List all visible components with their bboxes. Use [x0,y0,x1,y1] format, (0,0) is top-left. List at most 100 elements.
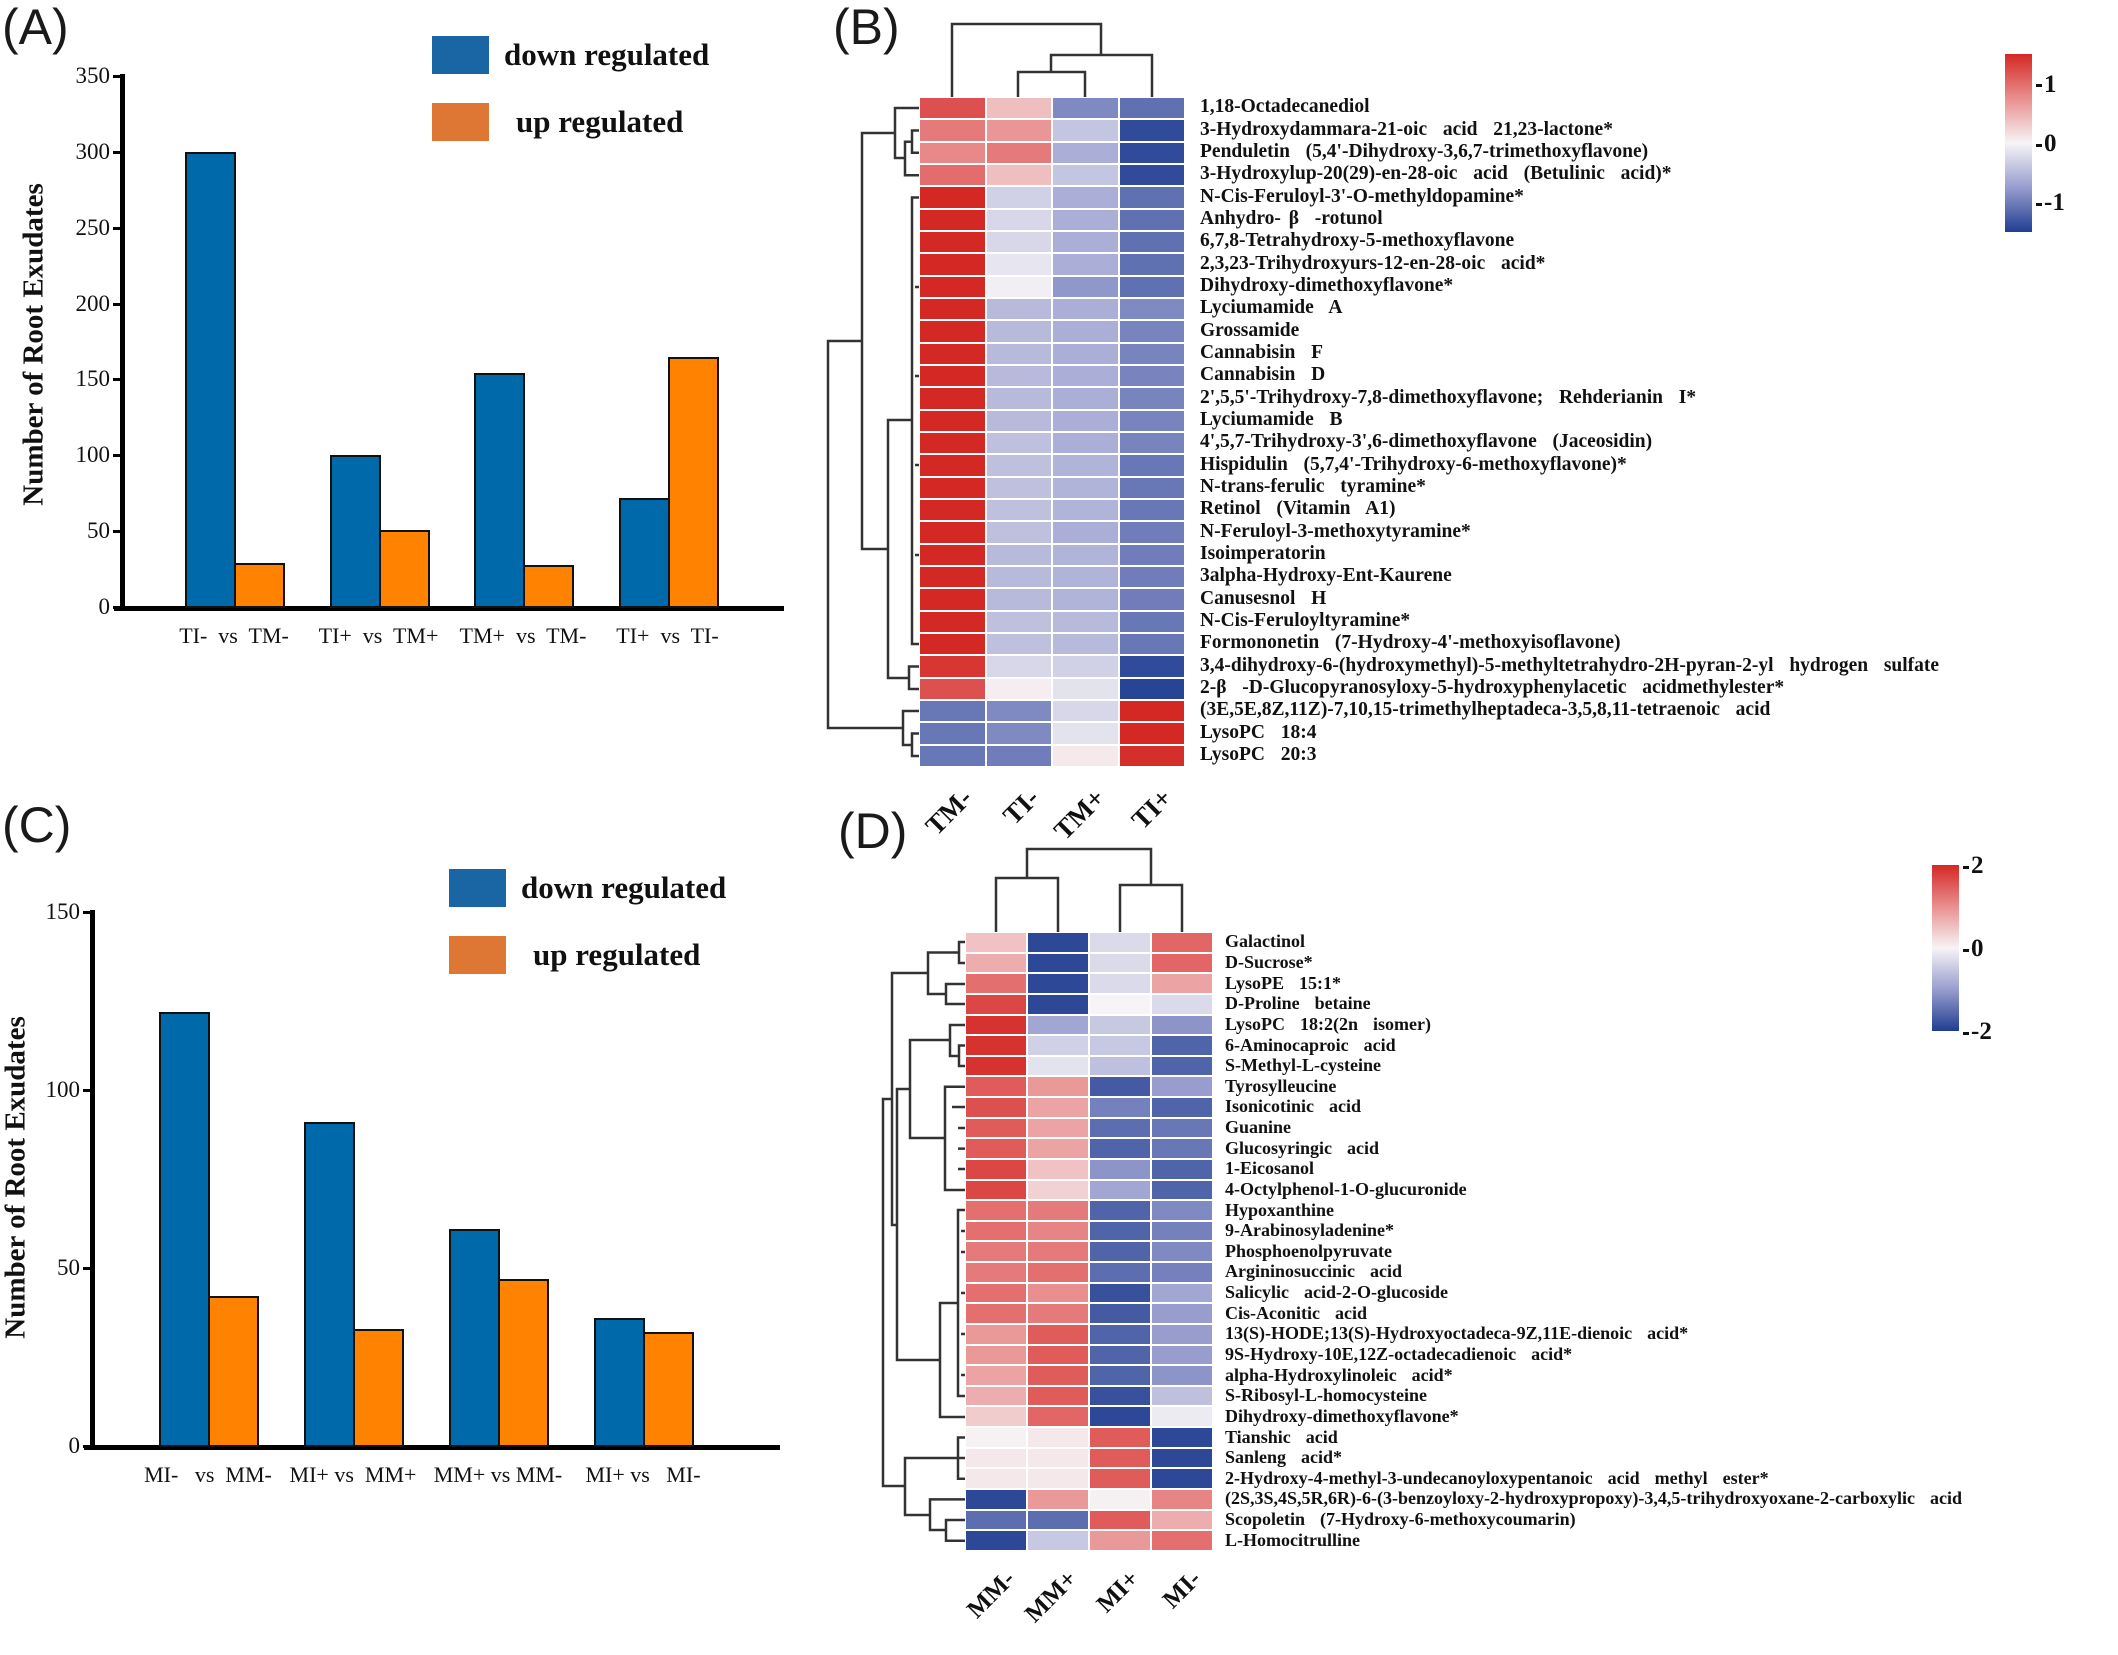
heatmap-cell [985,543,1052,566]
panel-label-d: (D) [838,803,908,859]
row-dendrogram-b [826,106,919,758]
y-tick-mark [113,75,122,78]
heatmap-cell [1027,1076,1089,1098]
y-tick-label: 200 [75,290,111,316]
heatmap-cell [1151,1262,1213,1283]
x-tick-label: TI+ vs TM+ [318,623,439,648]
row-label: D-Proline betaine [1225,993,1371,1014]
heatmap-cell [919,543,986,566]
bar-up-regulated [498,1278,549,1447]
bar-up-regulated [234,563,285,608]
heatmap-cell [1027,1303,1089,1324]
heatmap-cell [965,973,1027,994]
heatmap-cell [1052,565,1119,589]
heatmap-cell [1052,208,1119,231]
heatmap-cell [1027,1530,1089,1551]
row-label: Dihydroxy-dimethoxyflavone* [1225,1405,1459,1426]
heatmap-cell [1027,1179,1089,1201]
heatmap-cell [965,1241,1027,1263]
heatmap-cell [1151,1035,1213,1056]
heatmap-cell [985,320,1052,343]
x-tick-label: MI+ vs MM+ [289,1462,417,1487]
heatmap-cell [965,1365,1027,1386]
heatmap-cell [1089,1076,1151,1098]
heatmap-cell [1052,97,1119,120]
heatmap-cell [1151,1014,1213,1036]
bar-down-regulated [474,373,525,608]
bar-up-regulated [523,564,574,608]
panel-label-c: (C) [2,797,72,853]
heatmap-cell [1118,409,1185,432]
legend-label-up: up regulated [533,937,701,972]
row-label: Grossamide [1200,319,1300,341]
row-label: Hispidulin (5,7,4'-Trihydroxy-6-methoxyf… [1200,453,1627,475]
heatmap-cell [965,1427,1027,1448]
heatmap-cell [1151,1489,1213,1510]
bar-down-regulated [185,151,236,608]
heatmap-cell [1118,476,1185,499]
heatmap-cell [965,1489,1027,1510]
x-tick-label: MI- vs MM- [144,1462,272,1487]
heatmap-cell [965,1468,1027,1489]
heatmap-cell [1089,1262,1151,1283]
heatmap-cell [1118,297,1185,321]
heatmap-cell [1089,1509,1151,1531]
heatmap-cell [919,141,986,164]
row-label: Phosphoenolpyruvate [1225,1240,1393,1261]
heatmap-cell [1052,186,1119,209]
heatmap-cell [1151,1447,1213,1469]
heatmap-cell [919,498,986,522]
heatmap-cell [919,297,986,321]
colorbar-tick-label: 1 [2036,70,2057,98]
heatmap-cell [1151,1468,1213,1489]
heatmap-cell [965,1200,1027,1221]
row-label: 3-Hydroxydammara-21-oic acid 21,23-lacto… [1200,118,1613,140]
heatmap-cell [1052,141,1119,164]
bar-down-regulated [449,1228,500,1447]
legend-swatch-down [432,36,489,74]
heatmap-cell [1118,632,1185,656]
heatmap-cell [985,141,1052,164]
heatmap-cell [1151,1365,1213,1386]
heatmap-cell [919,610,986,633]
heatmap-cell [985,588,1052,611]
row-label: Cannabisin F [1200,342,1324,364]
row-label: 3alpha-Hydroxy-Ent-Kaurene [1200,565,1452,587]
y-tick-mark [83,1089,92,1092]
y-tick-mark [113,606,122,609]
heatmap-cell [965,1035,1027,1056]
legend-swatch-up [449,936,506,974]
heatmap-cell [985,275,1052,298]
heatmap-cell [1151,1530,1213,1551]
heatmap-cell [919,431,986,455]
heatmap-cell [965,1055,1027,1077]
heatmap-cell [1052,610,1119,633]
heatmap-cell [1118,163,1185,187]
y-tick-label: 0 [98,594,111,619]
heatmap-cell [1151,1138,1213,1159]
heatmap-cell [1151,1076,1213,1098]
heatmap-cell [1027,1468,1089,1489]
heatmap-cell [1052,699,1119,723]
row-label: N-trans-ferulic tyramine* [1200,476,1426,498]
y-tick-mark [113,530,122,534]
bar-up-regulated [643,1332,694,1447]
y-tick-label: 350 [75,63,111,88]
heatmap-cell [1151,1158,1213,1180]
heatmap-cell [1151,973,1213,994]
heatmap-cell [965,1138,1027,1159]
heatmap-cell [1052,498,1119,522]
row-label: Scopoletin (7-Hydroxy-6-methoxycoumarin) [1225,1509,1576,1530]
heatmap-cell [1089,1406,1151,1428]
heatmap-cell [1151,1200,1213,1221]
heatmap-cell [985,431,1052,455]
bar-down-regulated [159,1011,210,1447]
heatmap-cell [1027,952,1089,974]
heatmap-cell [1052,588,1119,611]
heatmap-cell [1089,1055,1151,1077]
heatmap-cell [1089,1468,1151,1489]
heatmap-cell [985,97,1052,120]
heatmap-cell [965,1076,1027,1098]
heatmap-cell [1089,1323,1151,1345]
heatmap-cell [1118,208,1185,231]
